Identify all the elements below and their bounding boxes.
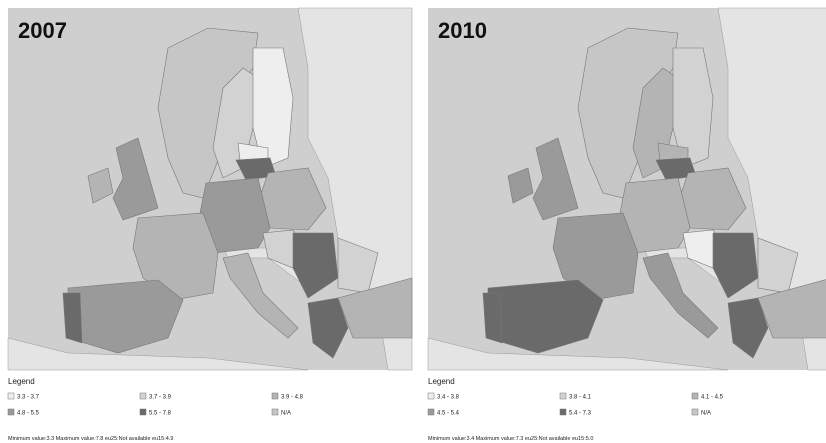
legend-swatch (7, 392, 15, 400)
legend-label: 3.3 - 3.7 (17, 395, 40, 401)
map-panel: 2010 (427, 7, 826, 371)
map-year: 2010 (438, 18, 487, 43)
country (552, 212, 639, 301)
legend-label: 3.8 - 4.1 (569, 395, 592, 401)
legend-swatch (427, 392, 435, 400)
country (532, 137, 579, 221)
legend-title: Legend (8, 377, 35, 386)
country (87, 167, 114, 204)
country (112, 137, 159, 221)
legend-swatch (139, 408, 147, 416)
legend-label: 4.8 - 5.5 (17, 411, 40, 417)
legend-label: 4.1 - 4.5 (701, 395, 724, 401)
map-year: 2007 (18, 18, 67, 43)
legend-label: N/A (701, 411, 711, 417)
legend-swatch (139, 392, 147, 400)
legend-label: 5.5 - 7.8 (149, 411, 172, 417)
country (507, 167, 534, 204)
country (292, 232, 339, 299)
footnote: Minimum value:3.4 Maximum value:7.3 eu25… (428, 436, 593, 442)
legend-swatch (691, 392, 699, 400)
legend-label: 3.4 - 3.8 (437, 395, 460, 401)
country (712, 232, 759, 299)
country (757, 279, 826, 339)
legend-swatch (427, 408, 435, 416)
country (307, 297, 349, 359)
legend-label: N/A (281, 411, 291, 417)
map-panel: 2007 (7, 7, 413, 371)
country (252, 47, 294, 169)
legend-label: 3.7 - 3.9 (149, 395, 172, 401)
country (727, 297, 769, 359)
country (62, 292, 83, 344)
legend-title: Legend (428, 377, 455, 386)
legend-swatch (271, 408, 279, 416)
country (642, 252, 719, 339)
legend-swatch (691, 408, 699, 416)
country (482, 292, 503, 344)
legend-swatch (271, 392, 279, 400)
country (337, 277, 413, 339)
country (132, 212, 219, 301)
country (222, 252, 299, 339)
legend-label: 5.4 - 7.3 (569, 411, 592, 417)
legend-swatch (559, 392, 567, 400)
legend-swatch (7, 408, 15, 416)
legend-swatch (559, 408, 567, 416)
legend-label: 3.9 - 4.8 (281, 395, 304, 401)
footnote: Minimum value:3.3 Maximum value:7.8 eu25… (8, 436, 173, 442)
legend-label: 4.5 - 5.4 (437, 411, 460, 417)
country (672, 47, 714, 169)
